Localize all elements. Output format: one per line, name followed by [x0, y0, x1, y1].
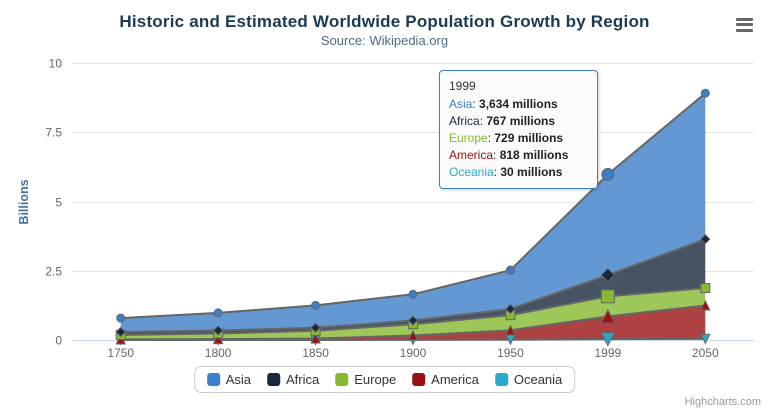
hamburger-menu-icon	[734, 17, 754, 32]
context-menu-button[interactable]	[732, 13, 756, 35]
chart-title: Historic and Estimated Worldwide Populat…	[119, 12, 650, 31]
y-axis-label: 2.5	[45, 265, 62, 279]
marker-asia-2050[interactable]	[700, 88, 710, 98]
tooltip-row-asia: Asia: 3,634 millions	[449, 97, 558, 111]
marker-africa-1800[interactable]	[212, 325, 224, 336]
marker-asia-1850[interactable]	[311, 300, 321, 310]
tooltip-series-value: 3,634 millions	[479, 97, 558, 111]
marker-america-1800[interactable]	[212, 333, 224, 345]
marker-africa-1950[interactable]	[505, 303, 516, 315]
y-axis-label: 7.5	[45, 126, 62, 140]
y-axis-label: 0	[55, 334, 62, 348]
y-axis-label: 10	[49, 57, 63, 71]
chart-subtitle: Source: Wikipedia.org	[320, 33, 449, 48]
marker-africa-1999[interactable]	[600, 267, 616, 283]
marker-america-1850[interactable]	[310, 332, 321, 344]
x-axis-label: 1850	[302, 346, 329, 360]
marker-europe-1999[interactable]	[600, 289, 615, 304]
y-axis-label: 5	[55, 196, 62, 210]
legend-item-africa[interactable]: Africa	[267, 372, 319, 387]
legend-label: Oceania	[513, 372, 563, 387]
legend-label: Africa	[286, 372, 320, 387]
tooltip-header: 1999	[449, 79, 476, 93]
tooltip-series-name: Oceania	[449, 165, 494, 179]
marker-america-2050[interactable]	[699, 299, 711, 311]
marker-asia-1999[interactable]	[601, 167, 615, 181]
legend-item-america[interactable]: America	[412, 372, 479, 387]
tooltip-series-value: 767 millions	[486, 114, 556, 128]
tooltip-row-oceania: Oceania: 30 millions	[449, 165, 563, 179]
legend-label: America	[431, 372, 479, 387]
tooltip-series-name: America	[449, 148, 494, 162]
tooltip-rows: Asia: 3,634 millions Africa: 767 millions…	[449, 96, 587, 181]
area-asia[interactable]	[120, 93, 706, 332]
marker-africa-2050[interactable]	[700, 233, 711, 245]
marker-europe-2050[interactable]	[700, 283, 711, 294]
legend-item-oceania[interactable]: Oceania	[494, 372, 563, 387]
tooltip-series-name: Asia	[449, 97, 473, 111]
legend-swatch-oceania	[494, 373, 508, 386]
marker-africa-1900[interactable]	[407, 315, 419, 326]
x-axis-label: 1800	[205, 346, 232, 360]
area-africa[interactable]	[120, 239, 706, 335]
marker-asia-1750[interactable]	[116, 313, 126, 323]
x-axis-label: 1950	[497, 346, 524, 360]
legend-swatch-asia	[206, 373, 220, 386]
x-axis-label: 1750	[107, 346, 134, 360]
legend-item-asia[interactable]: Asia	[206, 372, 252, 387]
marker-america-1999[interactable]	[600, 308, 616, 324]
marker-oceania-2050[interactable]	[699, 333, 711, 345]
marker-asia-1950[interactable]	[505, 265, 515, 275]
x-axis-label: 1999	[595, 346, 622, 360]
tooltip-series-name: Europe	[449, 131, 488, 145]
legend-label: Europe	[354, 372, 397, 387]
y-axis-title: Billions	[17, 179, 31, 224]
tooltip-row-america: America: 818 millions	[449, 148, 569, 162]
legend-item-europe[interactable]: Europe	[335, 372, 396, 387]
tooltip-series-value: 818 millions	[499, 148, 569, 162]
legend: Asia Africa Europe America Oceania	[193, 366, 576, 393]
marker-africa-1850[interactable]	[310, 322, 321, 333]
tooltip-series-name: Africa	[449, 114, 480, 128]
tooltip: 1999 Asia: 3,634 millions Africa: 767 mil…	[439, 70, 598, 189]
marker-america-1900[interactable]	[407, 329, 419, 341]
legend-label: Asia	[225, 372, 252, 387]
marker-africa-1750[interactable]	[115, 326, 126, 338]
marker-oceania-1999[interactable]	[600, 332, 616, 347]
tooltip-series-value: 729 millions	[494, 131, 564, 145]
marker-asia-1900[interactable]	[408, 289, 418, 299]
area-america[interactable]	[120, 305, 706, 340]
marker-america-1950[interactable]	[505, 324, 516, 336]
tooltip-row-europe: Europe: 729 millions	[449, 131, 564, 145]
x-axis-label: 1900	[400, 346, 427, 360]
tooltip-series-value: 30 millions	[500, 165, 563, 179]
tooltip-row-africa: Africa: 767 millions	[449, 114, 556, 128]
legend-swatch-america	[412, 373, 426, 386]
legend-swatch-africa	[267, 373, 281, 386]
legend-swatch-europe	[335, 373, 349, 386]
marker-asia-1800[interactable]	[213, 308, 223, 318]
credits-link[interactable]: Highcharts.com	[684, 396, 761, 408]
x-axis-label: 2050	[692, 346, 719, 360]
